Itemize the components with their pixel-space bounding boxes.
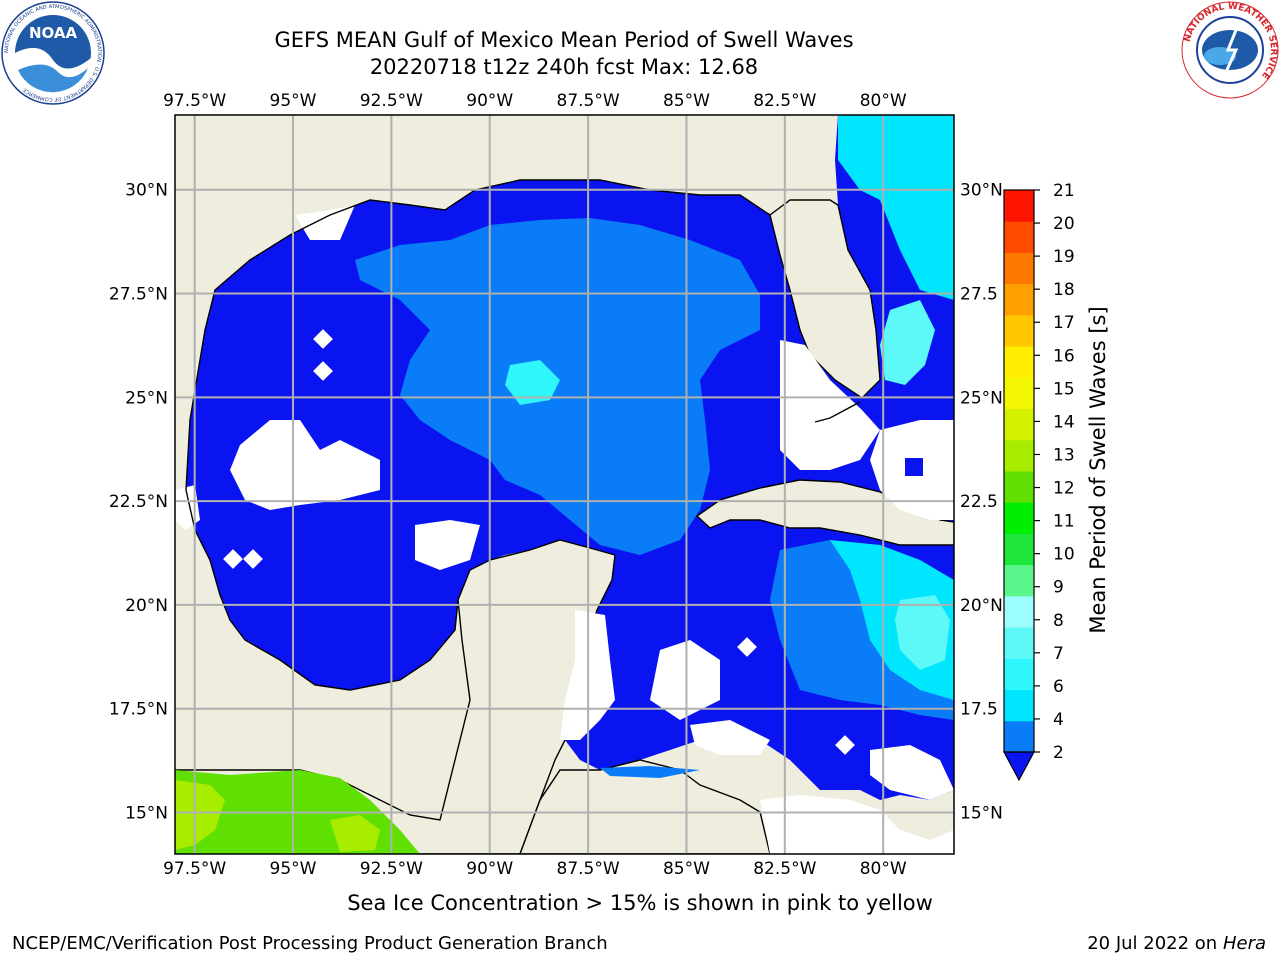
nws-logo: NATIONAL WEATHER SERVICE [1181, 1, 1279, 99]
lon-label-bottom: 97.5°W [163, 859, 226, 879]
lon-label-top: 95°W [270, 91, 317, 111]
deep-blue-speck [905, 458, 923, 476]
sea-ice-caption: Sea Ice Concentration > 15% is shown in … [347, 891, 933, 915]
keys-coastline [814, 401, 861, 423]
colorbar-swatch [1004, 689, 1034, 722]
colorbar-tick-label: 20 [1053, 214, 1075, 234]
colorbar-swatch [1004, 471, 1034, 503]
lon-label-top: 80°W [860, 91, 907, 111]
swell-4-6s-atlantic [838, 115, 954, 300]
colorbar-swatch [1004, 502, 1034, 534]
colorbar-swatch [1004, 314, 1034, 347]
lat-label-right: 20°N [960, 596, 1003, 616]
swell-6-8s-caribbean [895, 595, 950, 670]
central-america-land [519, 759, 771, 854]
lon-label-bottom: 90°W [466, 859, 513, 879]
colorbar-frame [1003, 189, 1035, 753]
lat-label-left: 22.5°N [109, 492, 168, 512]
noaa-logo-text: NOAA [29, 24, 78, 42]
colorbar-tick-label: 14 [1053, 412, 1075, 432]
colorbar-tick-label: 11 [1053, 512, 1075, 532]
colorbar-swatch [1004, 720, 1034, 753]
pacific-yellowgreen [175, 780, 225, 850]
colorbar-extend-triangle [1002, 751, 1036, 782]
lon-label-top: 97.5°W [163, 91, 226, 111]
colorbar-tick-label: 6 [1053, 677, 1064, 697]
lat-label-right: 27.5 [960, 285, 998, 305]
lon-label-top: 87.5°W [557, 91, 620, 111]
gridlines [175, 115, 954, 854]
colorbar-swatch [1004, 627, 1034, 659]
lat-label-right: 22.5 [960, 492, 998, 512]
lat-label-left: 20°N [125, 596, 168, 616]
colorbar-tick-label: 13 [1053, 445, 1075, 465]
lat-label-right: 25°N [960, 388, 1003, 408]
colorbar-tick-label: 21 [1053, 181, 1075, 201]
colorbar-tick-label: 18 [1053, 280, 1075, 300]
lon-label-bottom: 82.5°W [753, 859, 816, 879]
lon-label-top: 90°W [466, 91, 513, 111]
lat-label-left: 27.5°N [109, 285, 168, 305]
colorbar-swatch [1004, 190, 1034, 222]
colorbar-swatch [1004, 377, 1034, 410]
lon-label-bottom: 85°W [663, 859, 710, 879]
lat-label-right: 30°N [960, 181, 1003, 201]
footer-credit: NCEP/EMC/Verification Post Processing Pr… [12, 933, 608, 954]
swell-2-4s-sw [600, 766, 700, 778]
colorbar-swatch [1004, 658, 1034, 691]
footer-machine: Hera [1222, 933, 1266, 954]
gulf-coastline [185, 179, 771, 691]
colorbar-tick-label: 7 [1053, 644, 1064, 664]
lat-label-right: 17.5 [960, 700, 998, 720]
colorbar-swatch [1004, 595, 1034, 628]
colorbar-swatch [1004, 564, 1034, 597]
map-title: GEFS MEAN Gulf of Mexico Mean Period of … [274, 28, 854, 52]
footer-date: 20 Jul 2022 on Hera [1087, 933, 1266, 954]
lon-label-bottom: 95°W [270, 859, 317, 879]
colorbar-label: Mean Period of Swell Waves [s] [1086, 306, 1110, 634]
lon-label-top: 85°W [663, 91, 710, 111]
colorbar-tick-label: 8 [1053, 611, 1064, 631]
colorbar-tick-label: 9 [1053, 578, 1064, 598]
colorbar-swatch [1004, 408, 1034, 441]
lat-label-left: 25°N [125, 388, 168, 408]
colorbar-tick-label: 2 [1053, 743, 1064, 763]
colorbar-tick-label: 16 [1053, 346, 1075, 366]
florida-land [769, 199, 881, 399]
axis-labels: 97.5°W 97.5°W 95°W 95°W 92.5°W 92.5°W 90°W 90°W… [109, 91, 1003, 879]
map-subtitle: 20220718 t12z 240h fcst Max: 12.68 [369, 55, 759, 79]
no-data-areas [175, 205, 954, 854]
colorbar-swatch [1004, 346, 1034, 378]
lon-label-top: 92.5°W [360, 91, 423, 111]
colorbar-swatch [1004, 283, 1034, 316]
colorbar-tick-label: 12 [1053, 479, 1075, 499]
pacific-lightgreen [330, 815, 380, 852]
swell-6-8s-florida [880, 300, 935, 385]
colorbar-swatch [1004, 221, 1034, 253]
noaa-logo: NOAA NATIONAL OCEANIC AND ATMOSPHERIC AD… [1, 1, 105, 105]
lat-label-right: 15°N [960, 803, 1003, 823]
colorbar-swatch [1004, 252, 1034, 285]
colorbar-swatch [1004, 533, 1034, 566]
lat-label-left: 15°N [125, 803, 168, 823]
lon-label-bottom: 80°W [860, 859, 907, 879]
colorbar-tick-label: 4 [1053, 710, 1064, 730]
lat-label-left: 17.5°N [109, 700, 168, 720]
colorbar-swatch [1004, 439, 1034, 472]
lon-label-bottom: 87.5°W [557, 859, 620, 879]
lon-label-top: 82.5°W [753, 91, 816, 111]
swell-2-4s [355, 218, 760, 555]
colorbar-tick-label: 17 [1053, 313, 1075, 333]
colorbar-tick-label: 19 [1053, 247, 1075, 267]
colorbar-tick-label: 15 [1053, 379, 1075, 399]
colorbar-tick-label: 10 [1053, 545, 1075, 565]
map-frame [174, 114, 955, 855]
swell-4-6s-central [505, 360, 560, 405]
lat-label-left: 30°N [125, 181, 168, 201]
colorbar: 2 4 6 7 8 9 10 11 12 13 14 15 16 17 18 19 20 21 [1002, 181, 1075, 782]
lon-label-bottom: 92.5°W [360, 859, 423, 879]
